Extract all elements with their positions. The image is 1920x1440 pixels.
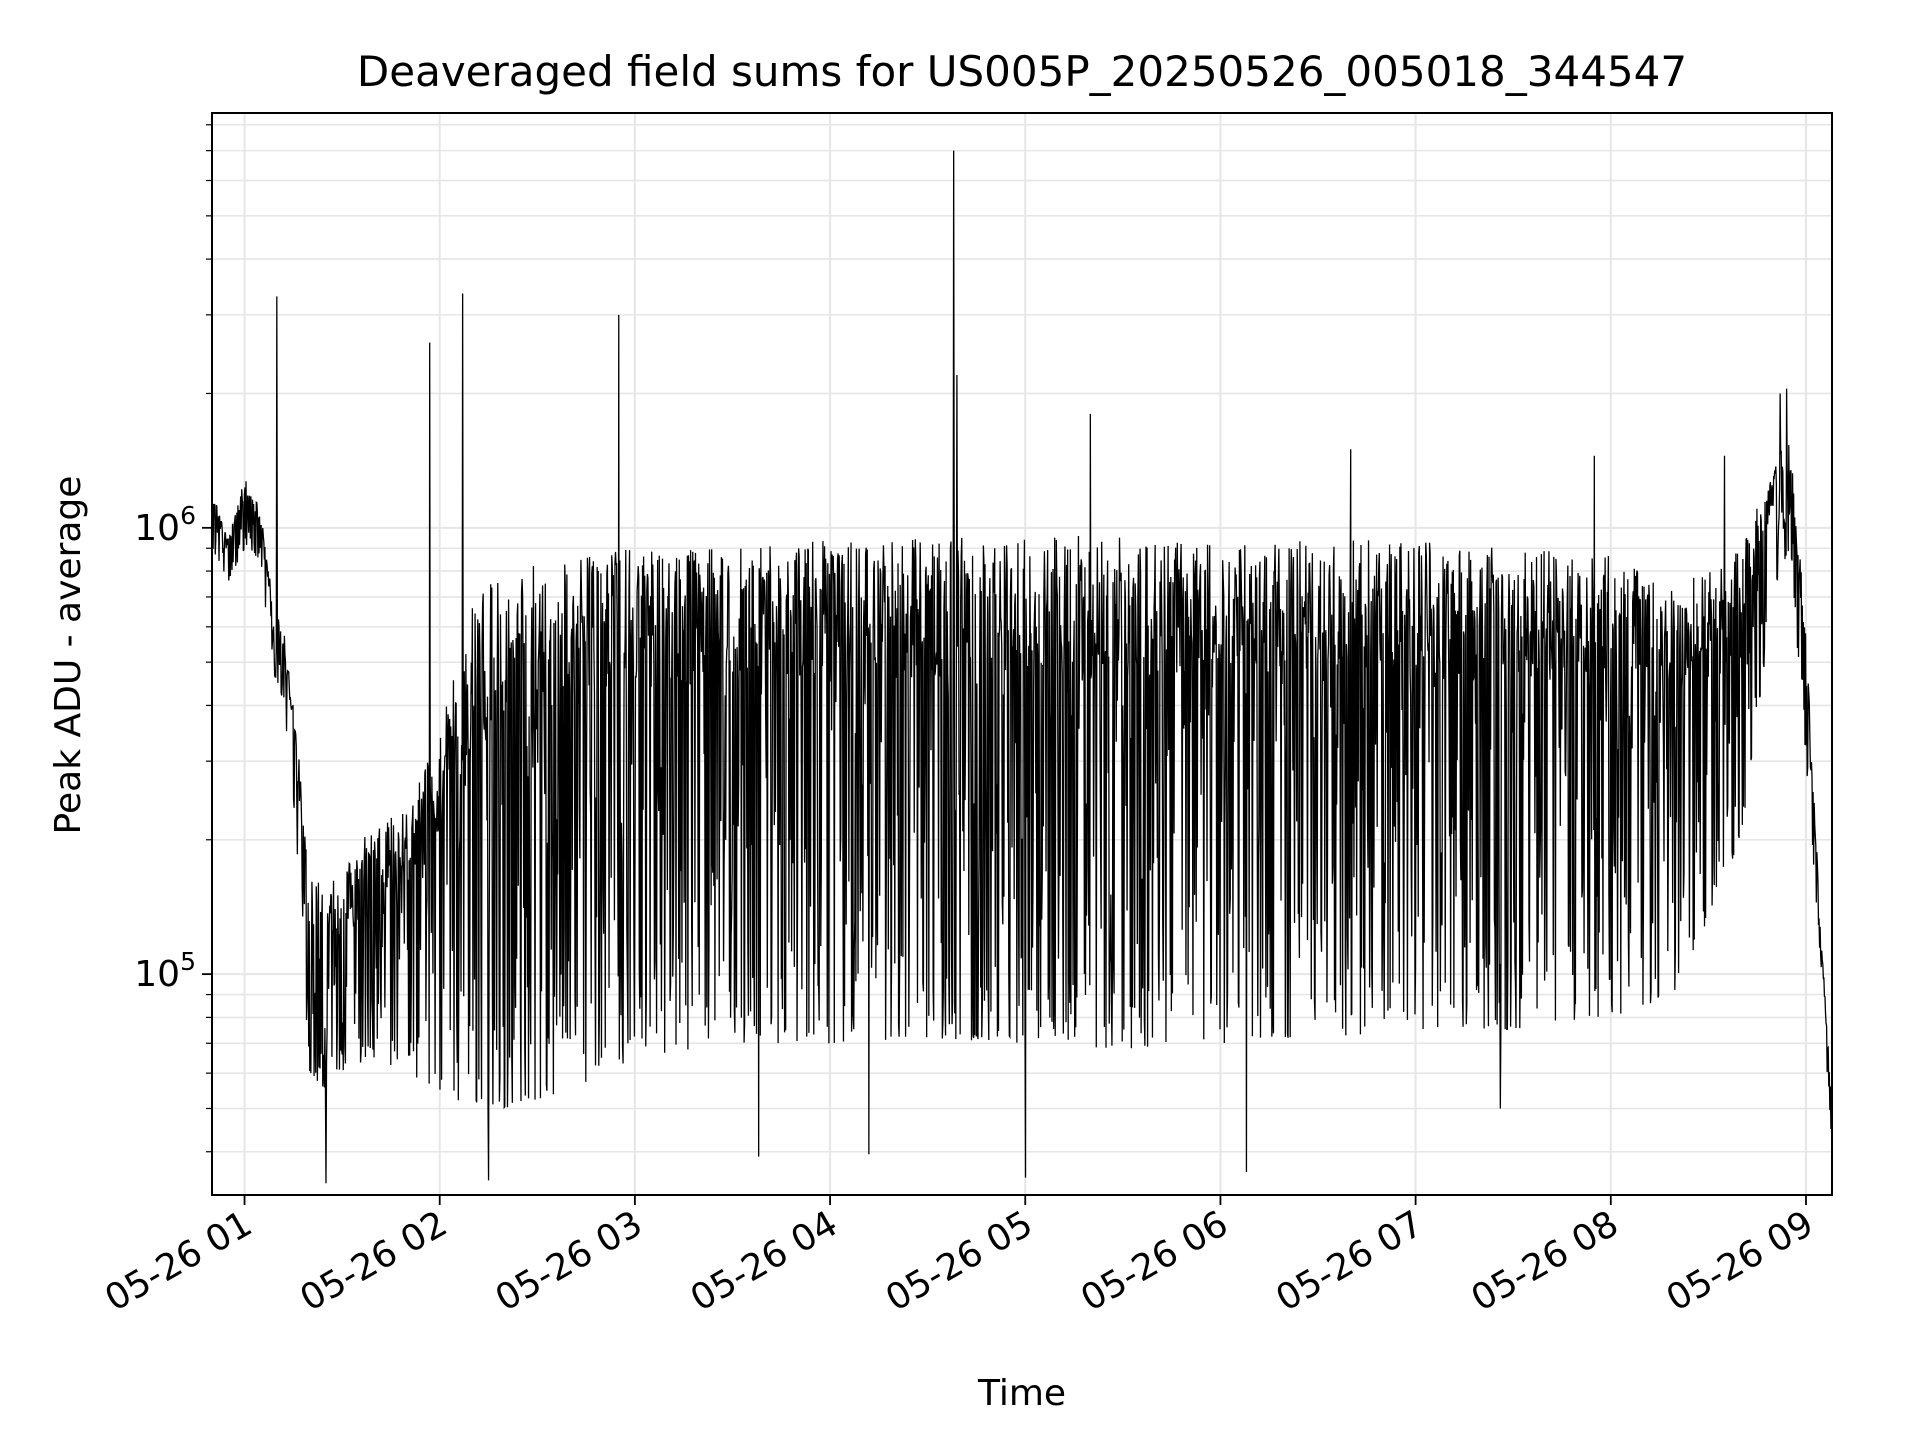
y-tick-label: 105 xyxy=(134,947,196,995)
plot-frame xyxy=(211,112,1833,1196)
series-line xyxy=(211,150,1833,1184)
y-axis: 105 106 xyxy=(134,124,212,1153)
y-tick-label: 106 xyxy=(134,501,196,549)
x-axis-label: Time xyxy=(977,1373,1066,1414)
y-axis-label: Peak ADU - average xyxy=(48,476,89,835)
chart-title: Deaveraged field sums for US005P_2025052… xyxy=(357,47,1687,96)
data-trace xyxy=(211,150,1833,1184)
